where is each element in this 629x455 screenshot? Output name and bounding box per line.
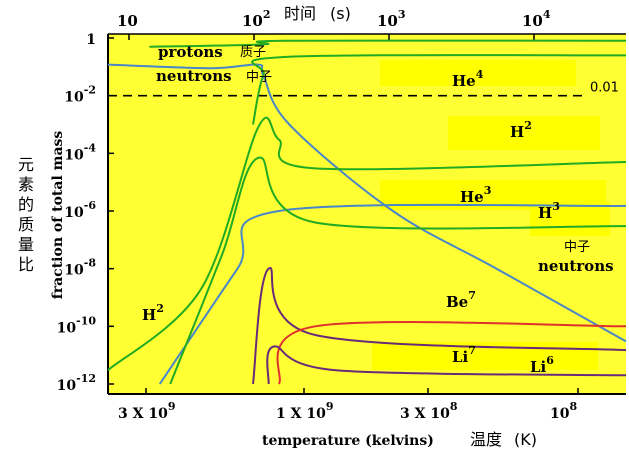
y-axis-title-cn-char: 质 — [18, 215, 34, 234]
y-axis-title-cn-char: 元 — [18, 155, 34, 174]
label-he3: He3 — [460, 184, 491, 206]
bottom-tick-label: 3 X 109 — [118, 400, 176, 422]
bottom-ticks: 3 X 109 1 X 109 3 X 108 108 — [118, 388, 579, 422]
y-axis-title-cn-char: 量 — [18, 235, 34, 254]
y-axis-title-cn-char: 素 — [18, 175, 34, 194]
series-line-li7 — [276, 321, 627, 385]
series-line-h2 — [107, 116, 627, 371]
label-neutrons-right-cn: 中子 — [564, 240, 590, 255]
label-he4: He4 — [452, 68, 484, 90]
y-tick-label: 10-2 — [64, 84, 96, 106]
label-h3: H3 — [538, 200, 560, 222]
top-tick-label: 10 — [117, 12, 138, 30]
top-tick-label: 103 — [377, 8, 406, 30]
h3-label-box — [530, 202, 610, 236]
label-h2-left: H2 — [142, 302, 164, 324]
bottom-axis-title: temperature (kelvins) 温度 (K) — [262, 430, 537, 449]
bottom-axis-title-cn: 温度 — [470, 430, 502, 449]
top-tick-label: 104 — [522, 8, 551, 30]
series-line-li6 — [266, 345, 627, 385]
y-tick-label: 1 — [86, 32, 96, 48]
top-axis-title: 时间 (s) — [284, 4, 351, 23]
series-line-he4 — [251, 53, 627, 125]
series-labels: protons 质子 neutrons 中子 He4 H2 He3 H3 中子 … — [142, 43, 614, 376]
y-axis-title-cn-char: 比 — [18, 255, 34, 274]
bottom-tick-label: 1 X 109 — [276, 400, 334, 422]
bottom-tick-label: 3 X 108 — [400, 400, 458, 422]
series-line-neutrons — [107, 63, 627, 343]
label-li7: Li7 — [452, 344, 476, 366]
y-axis-title-cn-char: 的 — [18, 195, 34, 214]
label-protons: protons — [158, 43, 223, 61]
label-li6: Li6 — [530, 354, 554, 376]
label-be7: Be7 — [446, 289, 476, 311]
y-axis-title-en: fraction of total mass — [50, 131, 66, 300]
top-axis-title-cn: 时间 — [284, 4, 316, 23]
h2-label-box — [448, 116, 600, 150]
label-neutrons-right: neutrons — [538, 257, 614, 275]
y-tick-label: 10-8 — [64, 257, 96, 279]
series-line-protons — [149, 39, 627, 48]
label-protons-cn: 质子 — [240, 45, 266, 60]
bottom-axis-unit: (K) — [514, 430, 537, 449]
top-tick-label: 102 — [242, 8, 271, 30]
y-tick-label: 10-6 — [64, 199, 96, 221]
reference-line-label: 0.01 — [590, 81, 619, 96]
series-line-he3 — [158, 203, 627, 385]
series-line-be7 — [252, 267, 627, 385]
bottom-tick-label: 108 — [550, 400, 577, 422]
top-axis-unit: (s) — [330, 4, 351, 23]
series-line-h3 — [169, 156, 627, 385]
y-tick-label: 10-10 — [57, 314, 97, 336]
label-h2: H2 — [510, 119, 532, 141]
y-tick-label: 10-4 — [64, 141, 96, 163]
he4-label-box — [380, 60, 576, 86]
series-group — [107, 39, 627, 385]
label-highlight-boxes — [372, 60, 610, 370]
label-neutrons: neutrons — [156, 67, 232, 85]
top-ticks: 10 102 103 104 — [117, 8, 551, 40]
bottom-axis-title-en: temperature (kelvins) — [262, 433, 434, 449]
y-tick-label: 10-12 — [57, 372, 96, 394]
label-neutrons-cn: 中子 — [246, 70, 272, 85]
